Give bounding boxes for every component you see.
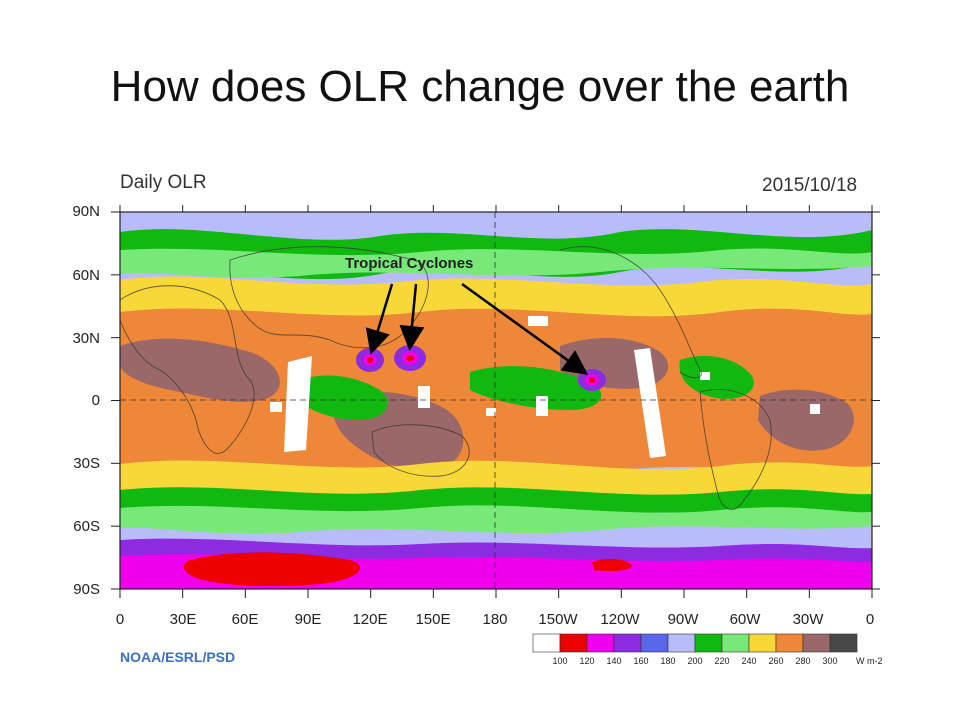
colorbar-swatch [775, 633, 804, 653]
colorbar-swatch [748, 633, 777, 653]
colorbar-unit: W m-2 [856, 656, 883, 666]
southern-yellow-band [120, 460, 872, 504]
colorbar-swatch [532, 633, 561, 653]
lon-label-0-east: 0 [865, 611, 875, 628]
colorbar-label-300: 300 [822, 656, 838, 666]
cyclone-west-pacific-1 [356, 348, 384, 372]
missing-data-patch-2 [536, 396, 548, 416]
missing-data-patch-1 [418, 386, 430, 408]
lon-label-30w: 30W [792, 611, 824, 628]
colorbar-swatch [802, 633, 831, 653]
northern-light-green [120, 248, 872, 278]
colorbar-label-240: 240 [741, 656, 757, 666]
lon-label-150e: 150E [415, 611, 451, 628]
lon-label-60e: 60E [231, 611, 259, 628]
colorbar-swatch [694, 633, 723, 653]
annotation-arrow-2 [399, 283, 425, 351]
colorbar-swatch [586, 633, 615, 653]
credit-label: NOAA/ESRL/PSD [120, 649, 236, 665]
lat-label-60n: 60N [72, 267, 100, 284]
antarctic-red-patch [592, 559, 632, 572]
figure-title: Daily OLR [120, 172, 207, 193]
lat-label-90n: 90N [72, 203, 100, 220]
colorbar [532, 633, 858, 653]
colorbar-label-120: 120 [579, 656, 595, 666]
convective-region-americas [758, 389, 854, 451]
colorbar-label-260: 260 [768, 656, 784, 666]
colorbar-swatch [667, 633, 696, 653]
colorbar-swatch [721, 633, 750, 653]
equatorial-green-cluster-1 [296, 375, 388, 420]
colorbar-label-180: 180 [660, 656, 676, 666]
lon-label-180: 180 [482, 611, 508, 628]
colorbar-label-160: 160 [633, 656, 649, 666]
colorbar-label-220: 220 [714, 656, 730, 666]
axis-ticks [111, 205, 880, 598]
missing-data-patch-3 [270, 402, 282, 412]
colorbar-swatch [613, 633, 642, 653]
annotation-arrow-3 [461, 282, 589, 375]
antarctic-red-core [183, 552, 360, 586]
missing-data-patch-4 [486, 408, 496, 416]
colorbar-swatch [559, 633, 588, 653]
colorbar-label-200: 200 [687, 656, 703, 666]
northern-yellow-band [120, 276, 872, 325]
colorbar-label-100: 100 [552, 656, 568, 666]
lon-label-0: 0 [115, 611, 125, 628]
figure-date: 2015/10/18 [762, 175, 858, 196]
lon-label-120e: 120E [352, 611, 388, 628]
colorbar-swatch [640, 633, 669, 653]
missing-data-patch-6 [810, 404, 820, 414]
lat-label-90s: 90S [73, 581, 100, 598]
missing-data-strip-2 [634, 348, 666, 458]
lon-label-120w: 120W [600, 611, 640, 628]
slide-title: How does OLR change over the earth [110, 62, 850, 111]
missing-data-patch-7 [528, 316, 548, 326]
lon-label-60w: 60W [729, 611, 761, 628]
lon-label-30e: 30E [169, 611, 197, 628]
cyclone-west-pacific-2 [394, 345, 426, 371]
missing-data-patch-5 [700, 372, 710, 380]
lat-label-30s: 30S [73, 455, 100, 472]
lat-label-60s: 60S [73, 518, 100, 535]
colorbar-label-140: 140 [606, 656, 622, 666]
equatorial-green-cluster-2 [470, 366, 602, 410]
cyclone-east-pacific [578, 369, 606, 391]
convective-region-indian [120, 338, 280, 402]
southern-light-green [120, 505, 872, 534]
lon-label-90w: 90W [667, 611, 699, 628]
colorbar-label-280: 280 [795, 656, 811, 666]
lon-label-150w: 150W [538, 611, 578, 628]
colorbar-swatch [829, 633, 858, 653]
missing-data-strip-1 [284, 356, 312, 452]
lat-label-30n: 30N [72, 330, 100, 347]
annotation-arrow-1 [365, 283, 394, 355]
lat-label-0: 0 [91, 392, 100, 409]
tropical-cyclones-label: Tropical Cyclones [345, 255, 474, 272]
lon-label-90e: 90E [294, 611, 322, 628]
